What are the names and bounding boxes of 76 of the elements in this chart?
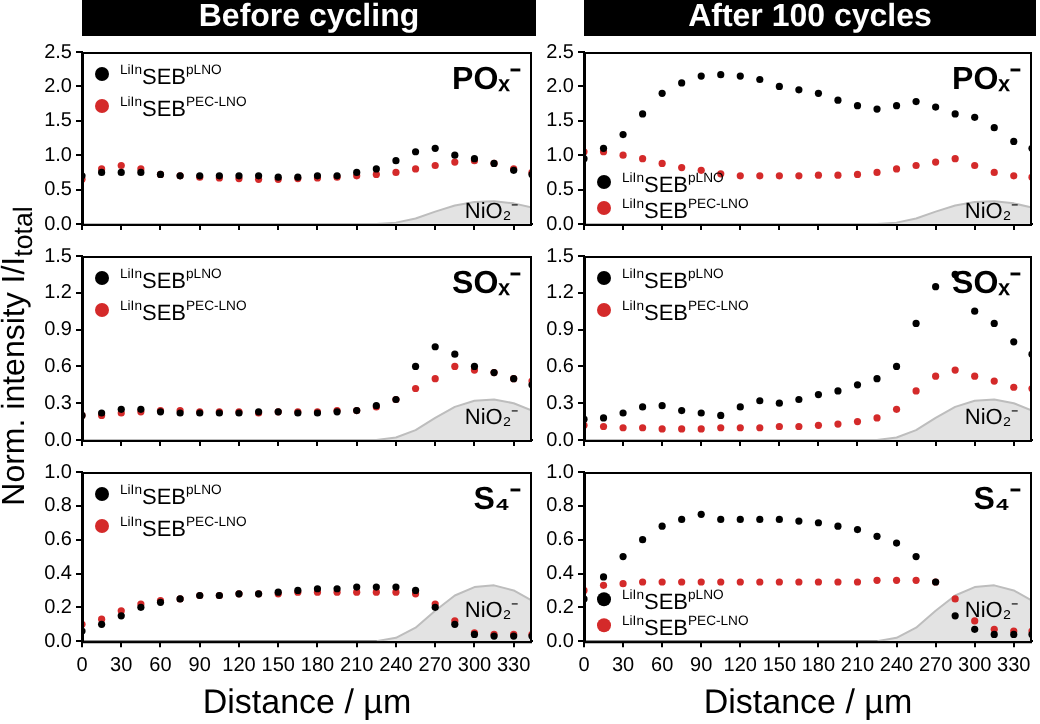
y-tick-label: 0.6 — [546, 355, 575, 378]
y-tick-label: 2.0 — [44, 75, 73, 98]
y-tick-label: 0.6 — [44, 529, 73, 552]
y-tick-label: 2.5 — [44, 41, 73, 64]
y-tick-label: 0.3 — [546, 392, 575, 415]
y-tick-label: 1.5 — [44, 110, 73, 133]
x-tick-label: 210 — [340, 654, 375, 677]
y-tick-label: 0.9 — [44, 319, 73, 342]
series-label: NiO₂⁻ — [464, 405, 520, 430]
y-tick-label: 2.0 — [546, 75, 575, 98]
x-tick-label: 0 — [578, 654, 591, 677]
annotation: POₓ⁻ — [952, 62, 1022, 97]
chart-title: After 100 cycles — [584, 0, 1036, 36]
x-tick-label: 180 — [801, 654, 836, 677]
y-tick-label: 0.2 — [44, 596, 73, 619]
y-tick-label: 1.5 — [546, 110, 575, 133]
x-tick-label: 90 — [188, 654, 212, 677]
y-tick-label: 0.8 — [44, 495, 73, 518]
y-tick-label: 1.0 — [44, 144, 73, 167]
y-tick-label: 0.5 — [44, 179, 73, 202]
x-tick-label: 240 — [879, 654, 915, 677]
y-tick-label: 0.6 — [44, 355, 73, 378]
y-tick-label: 0.5 — [546, 179, 575, 202]
x-tick-label: 0 — [76, 654, 89, 677]
y-tick-label: 1.0 — [546, 144, 575, 167]
x-tick-label: 120 — [222, 654, 257, 677]
x-tick-label: 30 — [611, 654, 636, 677]
y-tick-label: 0.6 — [546, 529, 575, 552]
x-tick-label: 300 — [457, 654, 492, 677]
series-label: NiO₂⁻ — [464, 598, 520, 623]
y-tick-label: 1.5 — [44, 245, 73, 268]
x-tick-label: 330 — [997, 654, 1032, 677]
x-tick-label: 60 — [149, 654, 173, 677]
y-tick-label: 1.0 — [44, 461, 73, 484]
y-tick-label: 0.0 — [546, 429, 575, 452]
series-label: NiO₂⁻ — [964, 598, 1020, 623]
chart-title: Before cycling — [82, 0, 536, 36]
annotation: S₄⁻ — [473, 482, 522, 517]
x-tick-label: 300 — [958, 654, 993, 677]
x-tick-label: 240 — [379, 654, 414, 677]
x-tick-label: 330 — [497, 654, 532, 677]
y-tick-label: 1.2 — [546, 282, 575, 305]
y-tick-label: 0.8 — [546, 495, 575, 518]
y-tick-label: 0.4 — [44, 563, 73, 586]
series-label: NiO₂⁻ — [964, 405, 1020, 430]
series-label: NiO₂⁻ — [464, 199, 520, 224]
y-tick-label: 0.0 — [44, 213, 73, 236]
x-tick-label: 150 — [762, 654, 797, 677]
y-tick-label: 0.4 — [546, 563, 575, 586]
y-tick-label: 0.2 — [546, 596, 575, 619]
x-tick-label: 270 — [418, 654, 453, 677]
x-tick-label: 30 — [110, 654, 134, 677]
x-tick-label: 210 — [840, 654, 876, 677]
x-tick-label: 270 — [918, 654, 954, 677]
y-tick-label: 0.0 — [546, 213, 575, 236]
y-tick-label: 0.0 — [44, 429, 73, 452]
y-tick-label: 1.5 — [546, 245, 575, 268]
x-tick-label: 150 — [261, 654, 296, 677]
series-label: NiO₂⁻ — [964, 199, 1020, 224]
y-tick-label: 0.3 — [44, 392, 73, 415]
x-axis-title: Distance / µm — [703, 682, 913, 721]
x-tick-label: 60 — [651, 654, 675, 677]
x-tick-label: 90 — [690, 654, 714, 677]
y-tick-label: 0.9 — [546, 319, 575, 342]
y-tick-label: 1.0 — [546, 461, 575, 484]
annotation: SOₓ⁻ — [452, 266, 522, 301]
annotation: SOₓ⁻ — [952, 266, 1022, 301]
annotation: S₄⁻ — [973, 482, 1022, 517]
x-axis-title: Distance / µm — [202, 682, 412, 721]
y-tick-label: 1.2 — [44, 282, 73, 305]
y-tick-label: 2.5 — [546, 41, 575, 64]
x-tick-label: 120 — [723, 654, 758, 677]
annotation: POₓ⁻ — [452, 62, 522, 97]
y-tick-label: 0.0 — [44, 630, 73, 653]
y-tick-label: 0.0 — [546, 630, 575, 653]
x-tick-label: 180 — [300, 654, 336, 677]
